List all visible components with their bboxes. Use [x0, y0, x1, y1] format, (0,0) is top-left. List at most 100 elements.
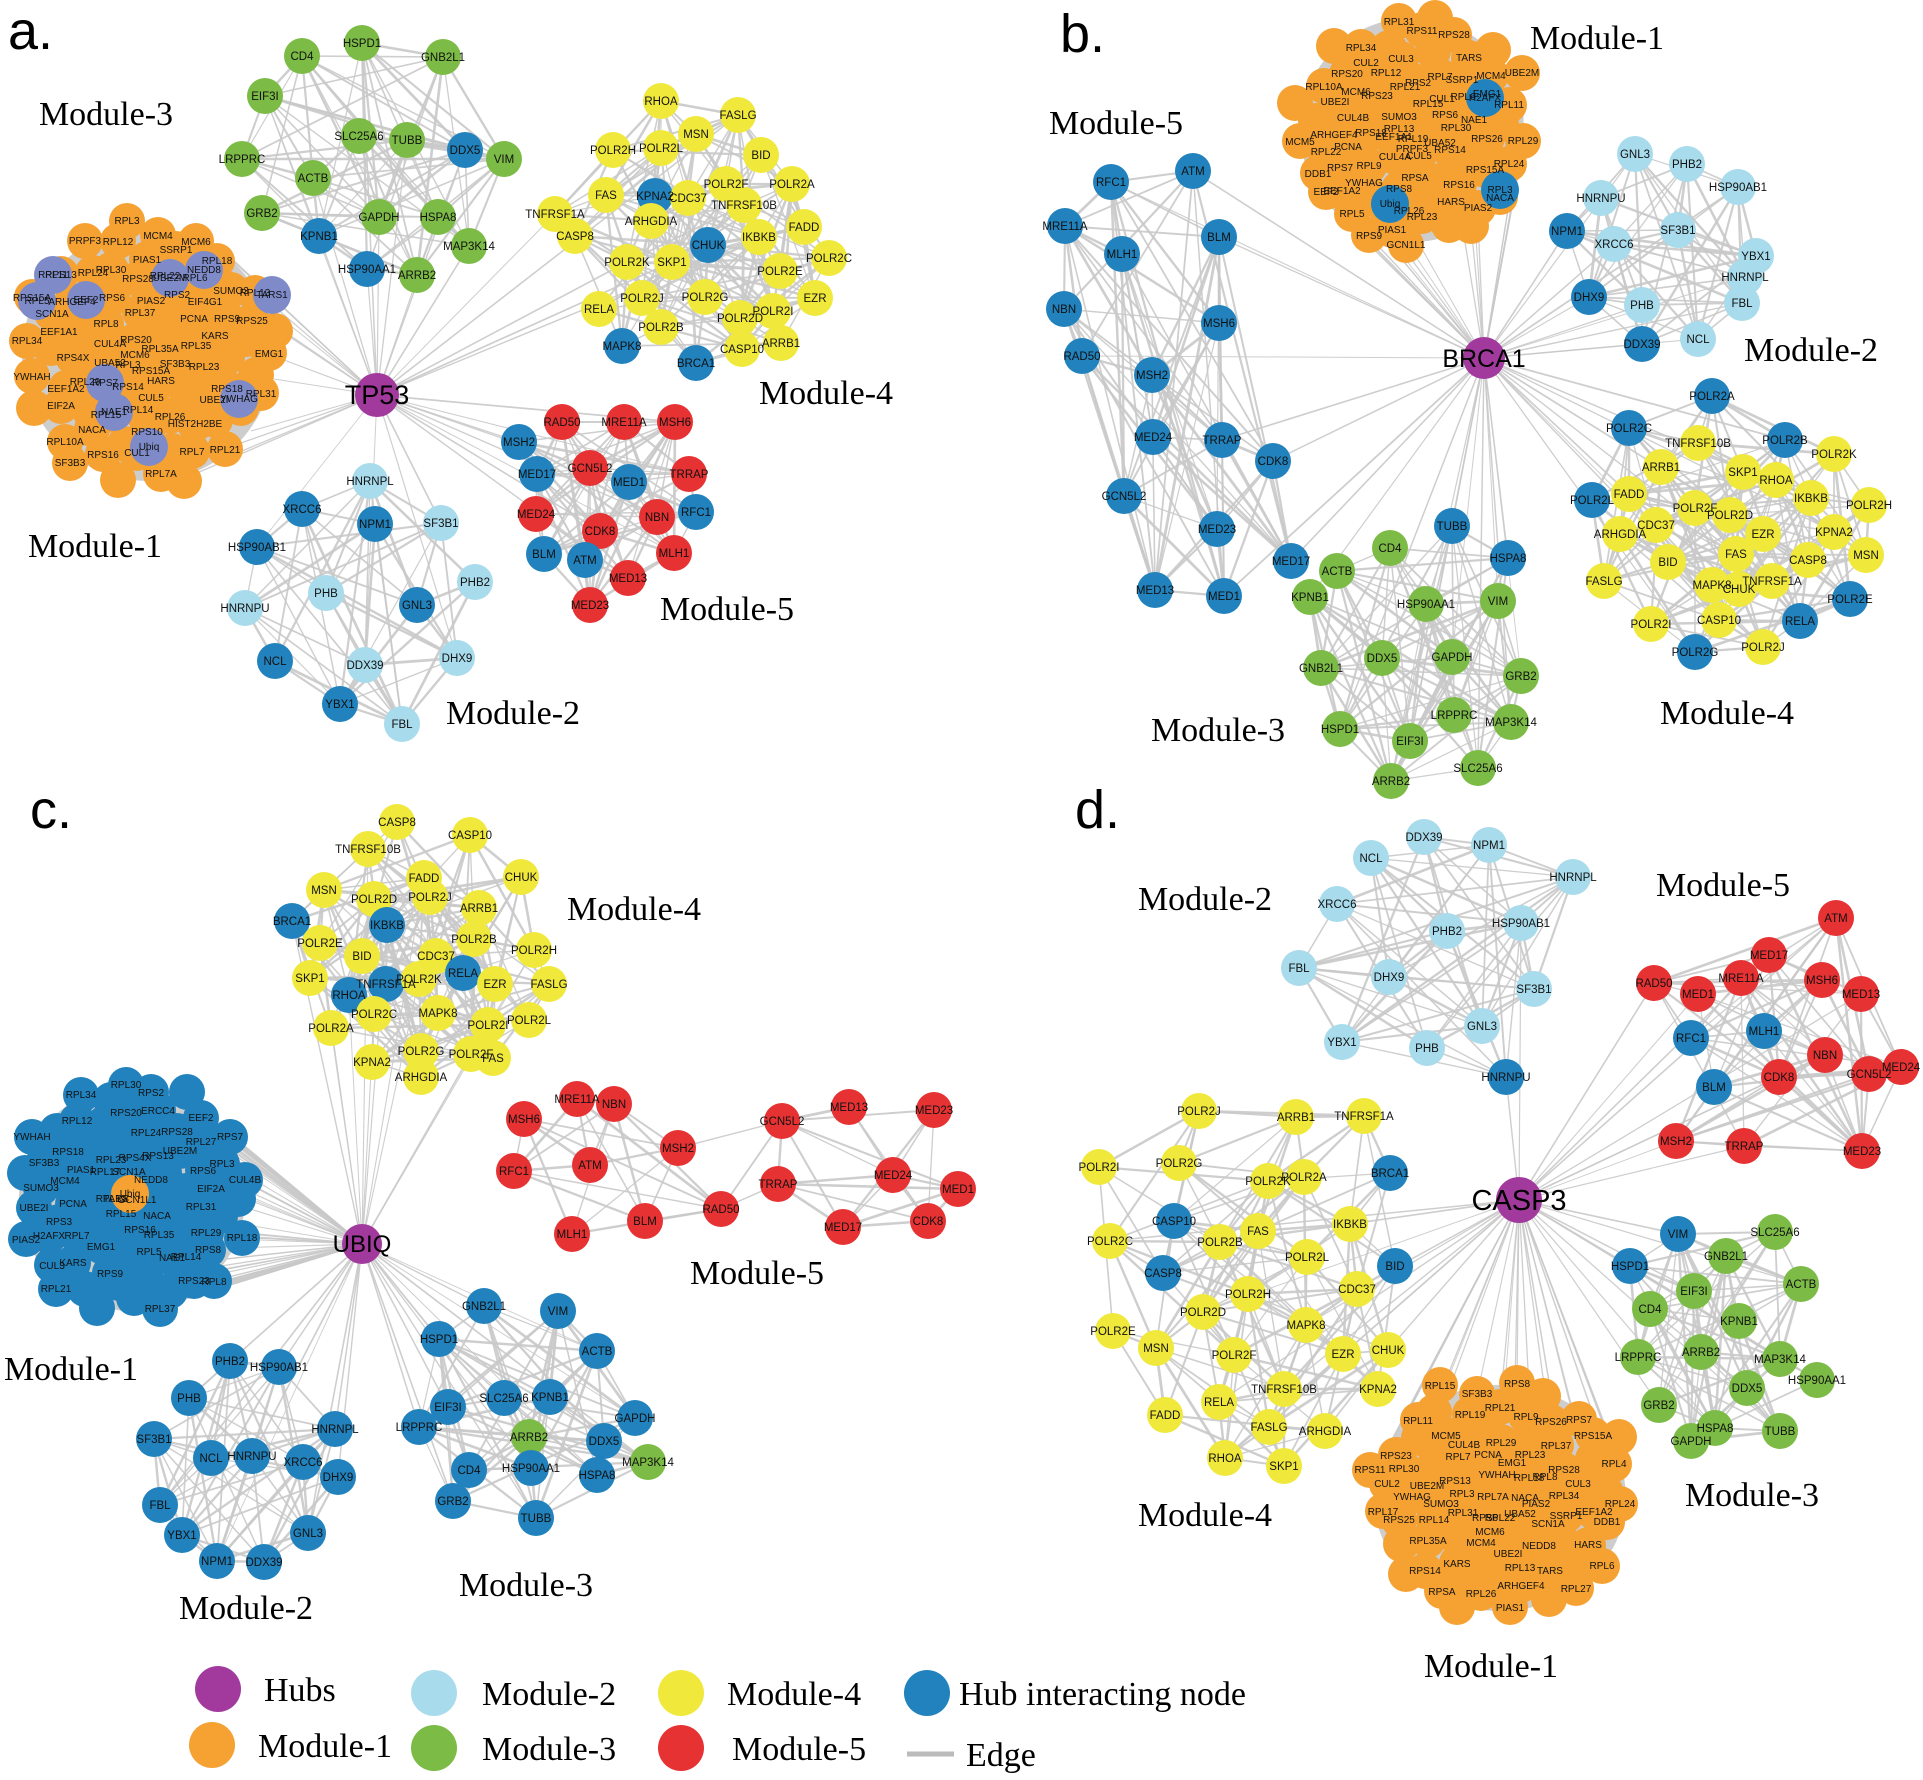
- svg-text:HSPD1: HSPD1: [1321, 724, 1359, 736]
- svg-text:KPNA2: KPNA2: [1815, 527, 1853, 539]
- svg-text:MLH1: MLH1: [1749, 1026, 1780, 1038]
- svg-text:MRE11A: MRE11A: [1042, 221, 1087, 233]
- svg-text:HSPA8: HSPA8: [579, 1470, 616, 1482]
- svg-text:CUL3: CUL3: [1388, 54, 1414, 65]
- svg-text:a.: a.: [8, 1, 53, 61]
- svg-text:NBN: NBN: [645, 512, 669, 524]
- svg-text:RPS16: RPS16: [1443, 180, 1475, 191]
- svg-text:NACA: NACA: [1486, 193, 1514, 204]
- svg-text:POLR2G: POLR2G: [1156, 1158, 1203, 1170]
- svg-text:NBN: NBN: [602, 1099, 626, 1111]
- svg-text:RAD50: RAD50: [702, 1204, 739, 1216]
- svg-text:MAP3K14: MAP3K14: [1485, 717, 1537, 729]
- svg-text:RPS20: RPS20: [110, 1108, 142, 1119]
- svg-text:IKBKB: IKBKB: [742, 232, 776, 244]
- svg-text:RPS28: RPS28: [1438, 30, 1470, 41]
- svg-text:RPL29: RPL29: [191, 1228, 222, 1239]
- svg-text:RPL3: RPL3: [1487, 185, 1512, 196]
- svg-text:MED13: MED13: [1842, 989, 1880, 1001]
- svg-text:ATM: ATM: [1824, 913, 1847, 925]
- svg-text:DDX5: DDX5: [1367, 653, 1398, 665]
- svg-text:BLM: BLM: [633, 1216, 657, 1228]
- svg-text:SCN1A: SCN1A: [1531, 1519, 1565, 1530]
- svg-text:GNB2L1: GNB2L1: [1299, 663, 1343, 675]
- svg-text:RPL18: RPL18: [1514, 1473, 1545, 1484]
- svg-text:EIF3I: EIF3I: [1680, 1286, 1707, 1298]
- svg-text:RPL37: RPL37: [145, 1304, 176, 1315]
- svg-text:LRPPRC: LRPPRC: [1431, 710, 1478, 722]
- svg-text:HSPA8: HSPA8: [1697, 1423, 1734, 1435]
- svg-text:FBL: FBL: [1731, 298, 1753, 310]
- svg-text:RPL29: RPL29: [1486, 1438, 1517, 1449]
- svg-text:RPL10A: RPL10A: [1305, 82, 1343, 93]
- svg-text:ARRB1: ARRB1: [1642, 462, 1680, 474]
- svg-text:MSH6: MSH6: [1203, 318, 1235, 330]
- svg-text:YWHAH: YWHAH: [13, 1132, 50, 1143]
- svg-text:GAPDH: GAPDH: [359, 212, 400, 224]
- svg-text:EIF3I: EIF3I: [251, 91, 278, 103]
- svg-text:UBE2M: UBE2M: [163, 1146, 197, 1157]
- svg-text:RPS28: RPS28: [1548, 1465, 1580, 1476]
- svg-text:EZR: EZR: [484, 979, 507, 991]
- svg-text:RPS6: RPS6: [1432, 110, 1459, 121]
- svg-text:GRB2: GRB2: [437, 1496, 468, 1508]
- svg-text:ARHGDIA: ARHGDIA: [1299, 1426, 1352, 1438]
- svg-text:RPL17: RPL17: [1368, 1507, 1399, 1518]
- svg-text:d.: d.: [1075, 780, 1120, 840]
- svg-text:Ubiq: Ubiq: [1380, 199, 1401, 210]
- svg-text:BRCA1: BRCA1: [273, 916, 311, 928]
- svg-text:EEF2: EEF2: [1313, 187, 1338, 198]
- svg-text:POLR2A: POLR2A: [769, 179, 815, 191]
- svg-text:PHB: PHB: [177, 1393, 201, 1405]
- svg-text:PCNA: PCNA: [1334, 142, 1362, 153]
- svg-text:HSP90AB1: HSP90AB1: [1709, 182, 1767, 194]
- svg-text:TUBB: TUBB: [392, 135, 423, 147]
- svg-text:VIM: VIM: [548, 1306, 568, 1318]
- svg-text:ARHGEF4: ARHGEF4: [1497, 1581, 1545, 1592]
- svg-text:FASLG: FASLG: [1585, 576, 1622, 588]
- svg-text:POLR2C: POLR2C: [351, 1009, 397, 1021]
- svg-text:MED17: MED17: [518, 469, 556, 481]
- svg-text:BLM: BLM: [1207, 232, 1231, 244]
- svg-text:RPS9: RPS9: [1356, 231, 1383, 242]
- svg-text:RPL19: RPL19: [1398, 134, 1429, 145]
- svg-text:RPL12: RPL12: [103, 237, 134, 248]
- svg-text:RPS7: RPS7: [1327, 163, 1354, 174]
- svg-text:KPNB1: KPNB1: [1720, 1316, 1758, 1328]
- svg-text:CD4: CD4: [457, 1465, 481, 1477]
- svg-text:SF3B1: SF3B1: [423, 518, 458, 530]
- svg-text:POLR2F: POLR2F: [704, 179, 749, 191]
- svg-text:RPS28: RPS28: [161, 1127, 193, 1138]
- svg-text:RPL31: RPL31: [1384, 17, 1415, 28]
- svg-text:BID: BID: [352, 951, 371, 963]
- svg-text:GCN1L1: GCN1L1: [118, 1195, 157, 1206]
- svg-text:NPM1: NPM1: [1551, 226, 1583, 238]
- svg-text:TUBB: TUBB: [521, 1513, 552, 1525]
- svg-text:SUMO3: SUMO3: [1423, 1499, 1459, 1510]
- svg-text:RELA: RELA: [448, 968, 478, 980]
- svg-text:RPL3: RPL3: [1449, 1489, 1474, 1500]
- svg-text:POLR2A: POLR2A: [308, 1023, 354, 1035]
- svg-text:RPS18: RPS18: [1355, 128, 1387, 139]
- svg-text:RELA: RELA: [584, 304, 614, 316]
- svg-text:RPL35: RPL35: [144, 1230, 175, 1241]
- svg-text:RPS15A: RPS15A: [132, 366, 171, 377]
- svg-text:RPSA: RPSA: [1428, 1587, 1456, 1598]
- svg-text:RPL6: RPL6: [1589, 1561, 1614, 1572]
- svg-text:RPL24: RPL24: [78, 268, 109, 279]
- svg-text:RPL11: RPL11: [38, 270, 68, 281]
- svg-text:Module-5: Module-5: [732, 1731, 866, 1768]
- svg-text:MAP3K14: MAP3K14: [1754, 1354, 1806, 1366]
- svg-text:RPL34: RPL34: [12, 336, 43, 347]
- svg-text:RPS2: RPS2: [1405, 78, 1432, 89]
- svg-text:MCM6: MCM6: [1475, 1527, 1505, 1538]
- svg-text:NPM1: NPM1: [359, 519, 391, 531]
- svg-text:MAP3K14: MAP3K14: [622, 1457, 674, 1469]
- svg-text:EIF4G1: EIF4G1: [188, 297, 223, 308]
- svg-text:KPNA2: KPNA2: [353, 1057, 391, 1069]
- svg-text:PCNA: PCNA: [1474, 1450, 1502, 1461]
- svg-text:ARRB1: ARRB1: [1277, 1112, 1315, 1124]
- svg-text:ARHGEF4: ARHGEF4: [48, 297, 96, 308]
- svg-text:HSPD1: HSPD1: [1611, 1261, 1649, 1273]
- svg-text:CHUK: CHUK: [505, 872, 538, 884]
